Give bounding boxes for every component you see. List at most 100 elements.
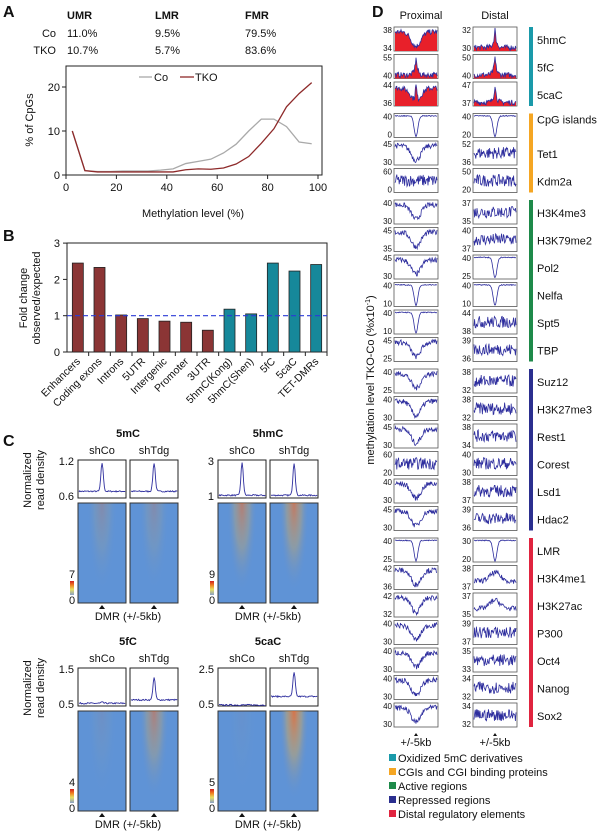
bar-coding-exons [93,267,106,353]
center-marker-icon [239,605,245,609]
y-min-label: 25 [383,355,392,364]
profile-line [394,283,437,307]
profile-line [473,401,517,416]
profile-line [394,57,438,79]
row-label: LMR [537,546,560,558]
profile-line [271,672,318,699]
y-tick-label: 0 [54,347,60,359]
x-tick-label: 40 [161,182,173,194]
y-min-label: 40 [383,72,392,81]
row-label: Corest [537,460,569,472]
y-axis-label-superscript: -1 [365,299,372,305]
colorbar-max-label: 5 [209,777,215,789]
x-tick-label: 100 [309,182,327,194]
row-label: CpG islands [537,115,597,127]
y-min-label: 37 [462,99,471,108]
y-min-label: 30 [383,638,392,647]
y-axis-label: read density [35,658,47,718]
y-min-label: 30 [383,665,392,674]
y-min-label: 36 [462,524,471,533]
heatmap-overlay [78,711,126,811]
pct-value: 5.7% [155,45,180,57]
y-min-label: 10 [462,300,471,309]
colorbar-min-label: 0 [209,595,215,607]
bar-5utr [136,318,149,353]
profile-line [473,597,517,612]
y-min-label: 37 [462,245,471,254]
y-max-label: 39 [462,620,471,629]
y-min-label: 37 [462,583,471,592]
profile-line [473,232,517,246]
profile-line [473,681,517,694]
heatmap-overlay [270,503,318,603]
y-min-label: 10 [383,327,392,336]
row-label: Lsd1 [537,487,561,499]
legend-swatch [389,768,396,775]
y-min-label: 30 [383,441,392,450]
profile-frame [472,113,518,138]
profile-line [394,508,438,528]
profile-line [473,569,517,585]
row-label-co: Co [42,28,56,40]
y-min-label: 0 [388,186,393,195]
bar-tet-dmrs [310,264,323,353]
legend-label: Repressed regions [398,795,491,807]
legend-label: Active regions [398,781,468,793]
row-label-tko: TKO [33,45,56,57]
legend-label-tko: TKO [195,72,218,84]
y-max-label: 44 [462,309,471,318]
column-label-shco: shCo [229,445,255,457]
profile-line [78,463,126,493]
center-marker-icon [291,813,297,817]
profile-frame [472,675,518,700]
group-color-bar [529,538,533,727]
profile-frame [472,620,518,645]
profile-line [270,463,318,497]
colorbar [210,581,214,595]
y-max-label: 44 [383,81,392,90]
profile-line [473,654,517,667]
profile-line [473,114,517,138]
profile-frame [472,478,518,504]
row-label: H3K27me3 [537,405,592,417]
y-min-label: 35 [462,610,471,619]
y-tick-label: 2 [54,274,60,286]
colorbar-max-label: 9 [209,569,215,581]
y-min-label: 20 [462,186,471,195]
profile-line [473,315,517,329]
x-tick-label: 0 [63,182,69,194]
y-min-label: 1 [208,491,214,503]
y-max-label: 45 [383,423,392,432]
row-label: Tet1 [537,149,558,161]
profile-line [394,457,438,471]
y-max-label: 55 [383,54,392,63]
y-min-label: 0.5 [199,699,214,711]
y-max-label: 40 [383,647,392,656]
profile-line [394,228,438,251]
row-label: Nanog [537,684,569,696]
row-label: 5fC [537,63,554,75]
row-label: TBP [537,346,558,358]
profile-line [473,146,517,160]
y-min-label: 32 [462,693,471,702]
y-max-label: 38 [462,368,471,377]
column-label-shco: shCo [89,445,115,457]
x-axis-label-dmr: DMR (+/-5kb) [235,611,301,623]
y-min-label: 30 [383,414,392,423]
plot-b-frame [66,242,328,353]
y-min-label: 0.6 [59,491,74,503]
profile-line [218,703,266,707]
row-label: Sox2 [537,711,562,723]
profile-line [130,463,178,493]
center-marker-icon [291,605,297,609]
y-max-label: 60 [383,168,392,177]
profile-line [394,676,438,697]
y-max-label: 52 [462,140,471,149]
profile-frame [217,667,267,707]
bar-5cac [288,270,301,353]
center-marker-icon [151,813,157,817]
subpanel-title-5fc: 5fC [119,636,137,648]
row-label: P300 [537,629,563,641]
profile-frame [393,282,439,307]
profile-frame [393,451,439,476]
